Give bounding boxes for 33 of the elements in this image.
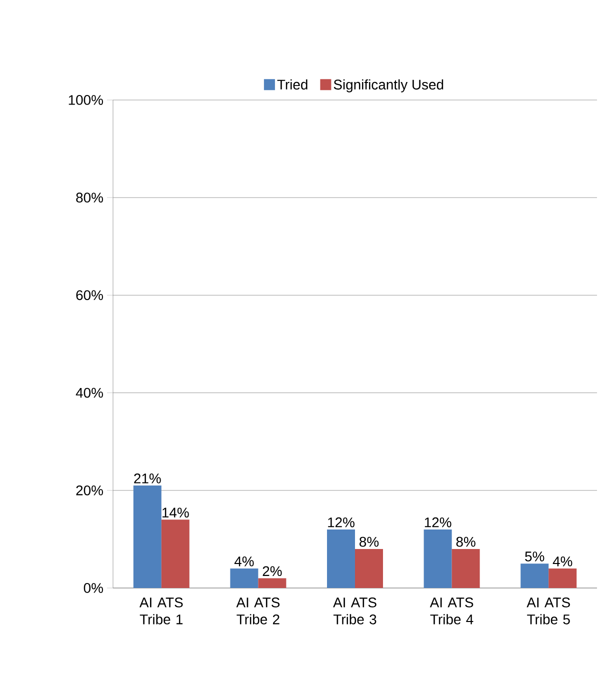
bar (452, 548, 480, 588)
data-label: 4% (552, 556, 572, 566)
y-tick-label: 40% (76, 388, 103, 398)
data-label: 5% (525, 552, 544, 562)
data-label: 12% (424, 517, 452, 528)
data-label: 21% (134, 473, 161, 484)
y-tick-label: 0% (84, 583, 103, 593)
data-label: 14% (162, 508, 189, 518)
data-label: 4% (234, 556, 254, 566)
y-tick-label: 60% (76, 290, 103, 300)
bar (133, 486, 162, 588)
data-label: 12% (328, 517, 354, 528)
legend-label: Significantly Used (334, 79, 444, 92)
y-tick-label: 100% (68, 95, 103, 105)
bar (424, 529, 452, 588)
x-tick-label: AI ATS Tribe 5 (526, 598, 570, 624)
bar (548, 568, 577, 588)
x-tick-label: AI ATS Tribe 1 (139, 598, 183, 624)
y-tick-label: 20% (76, 485, 103, 496)
x-tick-label: AI ATS Tribe 4 (430, 598, 474, 624)
data-label: 8% (360, 536, 379, 547)
x-tick-label: AI ATS Tribe 3 (333, 598, 376, 624)
bar (327, 529, 355, 588)
data-label: 8% (456, 536, 476, 547)
legend-label: Tried (277, 79, 308, 90)
x-tick-label: AI ATS Tribe 2 (236, 598, 280, 624)
bar (258, 578, 286, 588)
bar (230, 568, 258, 588)
data-label: 2% (262, 566, 282, 576)
bar (355, 548, 383, 588)
bar (161, 520, 190, 588)
y-tick-label: 80% (76, 192, 103, 203)
bar (520, 564, 549, 588)
